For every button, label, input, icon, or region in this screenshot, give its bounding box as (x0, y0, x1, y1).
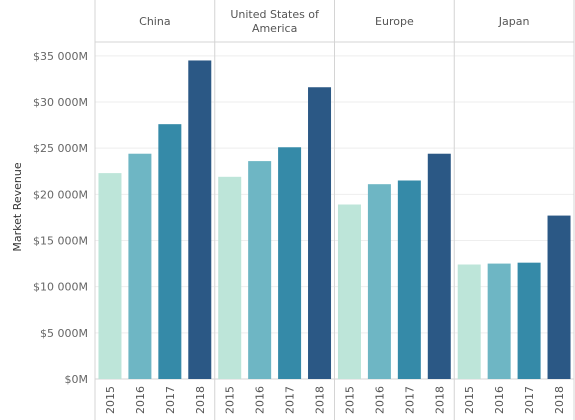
panel-title: United States of (230, 8, 320, 21)
x-category-label: 2018 (194, 386, 207, 414)
y-tick-label: $5 000M (40, 327, 88, 340)
x-category-label: 2015 (224, 386, 237, 414)
y-tick-label: $0M (65, 373, 89, 386)
y-axis-title: Market Revenue (11, 162, 24, 251)
x-category-label: 2018 (433, 386, 446, 414)
bar (487, 263, 511, 379)
x-category-label: 2016 (373, 386, 386, 414)
x-category-label: 2015 (104, 386, 117, 414)
x-category-label: 2017 (164, 386, 177, 414)
x-category-label: 2017 (523, 386, 536, 414)
x-category-label: 2017 (403, 386, 416, 414)
bar (248, 161, 272, 379)
y-tick-label: $30 000M (33, 96, 88, 109)
x-category-label: 2016 (134, 386, 147, 414)
y-tick-label: $20 000M (33, 188, 88, 201)
panel-frames (94, 0, 575, 420)
panel-title: Japan (498, 15, 530, 28)
bar (308, 87, 332, 380)
x-category-label: 2015 (343, 386, 356, 414)
x-category-label: 2016 (254, 386, 267, 414)
bar (98, 173, 122, 379)
bar (457, 264, 481, 379)
bar (397, 180, 421, 379)
bar (188, 60, 212, 379)
x-category-label: 2017 (284, 386, 297, 414)
panel-title: America (252, 22, 297, 35)
bars (98, 60, 571, 380)
panel-title: Europe (375, 15, 414, 28)
bar (427, 153, 451, 379)
bar (278, 147, 302, 379)
x-category-label: 2015 (463, 386, 476, 414)
labels: $0M $5 000M $10 000M $15 000M $20 000M $25 00… (33, 8, 566, 414)
y-tick-label: $10 000M (33, 281, 88, 294)
x-category-label: 2016 (493, 386, 506, 414)
y-tick-label: $15 000M (33, 235, 88, 248)
x-category-label: 2018 (314, 386, 327, 414)
y-tick-label: $25 000M (33, 142, 88, 155)
bar (218, 176, 242, 379)
panel-title: China (139, 15, 170, 28)
y-tick-label: $35 000M (33, 50, 88, 63)
x-category-label: 2018 (553, 386, 566, 414)
bar (547, 215, 571, 379)
bar (337, 204, 361, 379)
bar (367, 184, 391, 379)
bar (517, 262, 541, 379)
bar (128, 153, 152, 379)
bar (158, 124, 182, 379)
